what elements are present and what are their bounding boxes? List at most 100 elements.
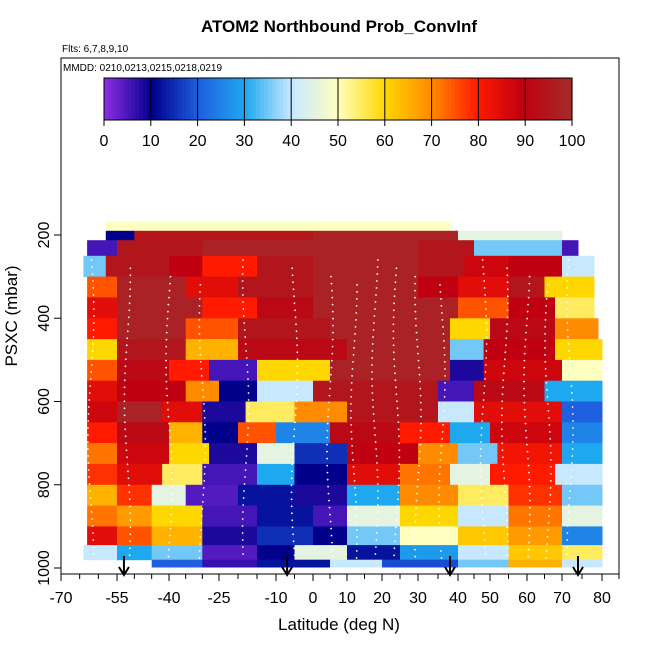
track-dot <box>329 520 332 523</box>
track-dot <box>414 541 416 544</box>
heatmap-cell <box>238 422 277 444</box>
track-dot <box>438 480 441 482</box>
x-axis-title: Latitude (deg N) <box>278 615 400 634</box>
track-dot <box>327 492 330 495</box>
track-dot <box>570 385 573 387</box>
track-dot <box>439 459 442 461</box>
track-dot <box>371 385 374 387</box>
track-dot <box>198 340 201 342</box>
track-dot <box>327 415 329 418</box>
track-dot <box>419 436 422 439</box>
track-dot <box>414 282 416 285</box>
x-tick-label: -10 <box>264 590 287 607</box>
colorbar-tick-label: 80 <box>470 133 488 150</box>
track-dot <box>376 532 378 534</box>
colorbar-segment <box>517 78 522 120</box>
track-dot <box>523 380 525 383</box>
track-dot <box>394 379 397 382</box>
track-dot <box>128 498 131 501</box>
heatmap-cell <box>202 463 258 486</box>
track-dot <box>419 387 422 390</box>
track-dot <box>441 431 444 433</box>
heatmap-cell <box>87 380 118 402</box>
track-dot <box>374 553 377 555</box>
track-dot <box>331 555 334 558</box>
track-dot <box>398 477 400 480</box>
heatmap-cell <box>508 484 563 507</box>
track-dot <box>544 319 547 321</box>
track-dot <box>376 273 379 275</box>
track-dot <box>90 504 92 506</box>
track-dot <box>247 392 250 394</box>
track-dot <box>568 504 570 506</box>
track-dot <box>125 449 128 452</box>
x-tick-label: -55 <box>105 590 128 607</box>
track-dot <box>293 547 295 550</box>
heatmap-cell <box>257 443 295 465</box>
track-dot <box>90 371 93 373</box>
track-dot <box>567 518 569 520</box>
heatmap-cell <box>400 505 459 527</box>
colorbar-segment <box>416 78 421 120</box>
track-dot <box>392 337 395 340</box>
track-dot <box>350 417 352 419</box>
heatmap-cell <box>508 255 563 278</box>
heatmap-cell <box>117 463 163 486</box>
track-dot <box>331 296 334 299</box>
track-dot <box>291 512 293 515</box>
track-dot <box>351 368 354 370</box>
track-dot <box>414 548 416 551</box>
track-dot <box>296 358 299 361</box>
track-dot <box>544 347 546 349</box>
track-dot <box>242 511 244 513</box>
colorbar-segment <box>501 78 507 120</box>
track-dot <box>129 295 131 298</box>
track-dot <box>331 541 333 544</box>
colorbar-segment <box>260 78 265 120</box>
colorbar-segment <box>560 78 565 120</box>
track-dot <box>523 401 526 404</box>
x-tick-label: 80 <box>593 590 611 607</box>
track-dot <box>500 414 503 417</box>
track-dot <box>295 323 297 326</box>
track-dot <box>441 438 443 440</box>
track-dot <box>373 420 375 422</box>
track-dot <box>479 469 482 471</box>
track-dot <box>415 499 418 502</box>
track-dot <box>502 463 505 466</box>
heatmap-cell <box>347 401 439 423</box>
heatmap-cell <box>418 443 459 465</box>
track-dot <box>572 434 574 436</box>
track-dot <box>544 333 546 335</box>
colorbar-segment <box>139 78 144 120</box>
track-dot <box>374 434 376 436</box>
heatmap-cell <box>458 297 509 319</box>
colorbar-segment <box>115 78 121 120</box>
track-dot <box>200 375 203 377</box>
colorbar-segment <box>209 78 214 120</box>
heatmap-cell <box>418 255 465 278</box>
track-dot <box>128 491 131 494</box>
track-dot <box>371 399 374 401</box>
track-dot <box>526 310 529 313</box>
track-dot <box>483 385 486 387</box>
track-dot <box>504 498 507 501</box>
colorbar-segment <box>279 78 284 120</box>
track-dot <box>393 554 395 557</box>
colorbar-segment <box>185 78 191 120</box>
track-dot <box>544 340 546 342</box>
track-dot <box>443 340 445 342</box>
track-dot <box>87 427 89 429</box>
heatmap-cell <box>508 297 556 319</box>
track-dot <box>444 375 446 377</box>
track-dot <box>290 484 293 487</box>
track-dot <box>89 378 92 380</box>
colorbar-segment <box>240 78 245 120</box>
track-dot <box>350 410 352 412</box>
track-dot <box>371 357 374 359</box>
track-dot <box>485 364 487 366</box>
track-dot <box>92 294 95 296</box>
track-dot <box>332 324 334 327</box>
track-dot <box>569 364 571 366</box>
track-dot <box>165 352 167 355</box>
